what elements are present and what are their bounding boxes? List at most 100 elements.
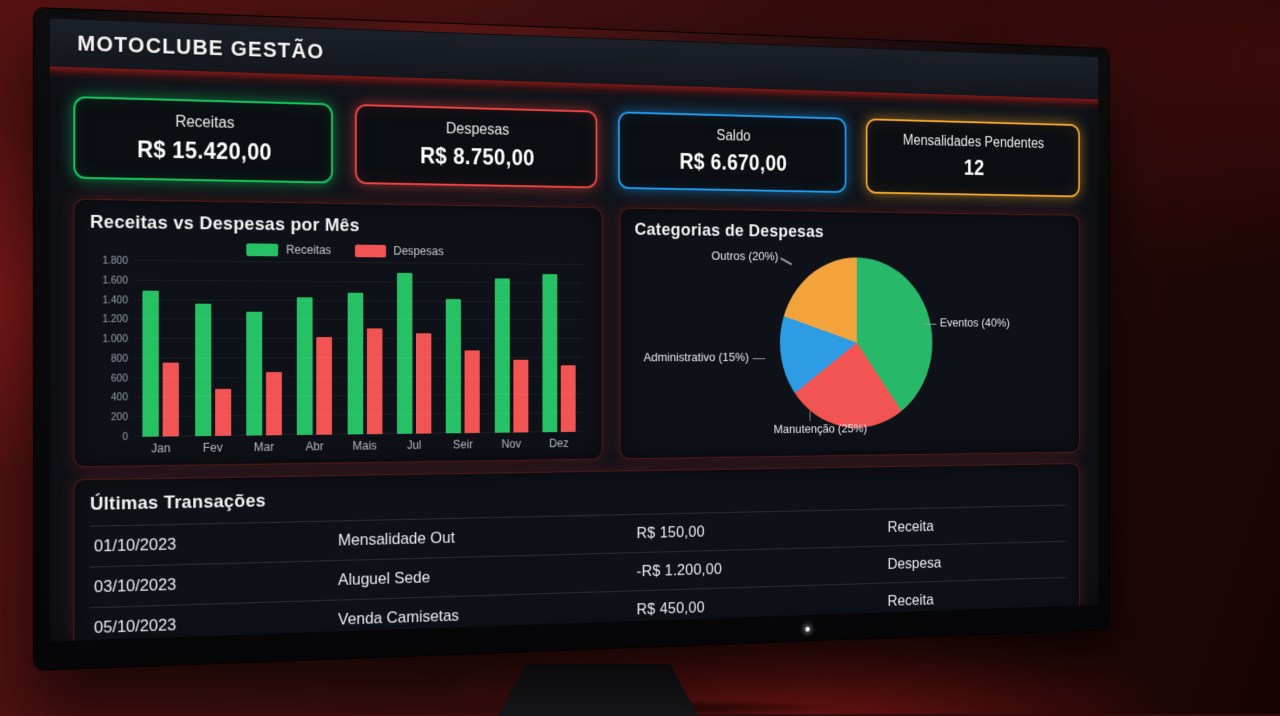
tx-amount: -R$ 1.200,00 xyxy=(636,560,722,581)
pie-label-text: Outros (20%) xyxy=(711,248,779,264)
tx-type: Receita xyxy=(887,517,934,536)
bar-receitas-jan xyxy=(142,290,159,437)
pie-chart-panel: Categorias de Despesas Eventos (40%) Manu… xyxy=(619,207,1080,460)
card-value: R$ 6.670,00 xyxy=(679,149,788,176)
x-axis-label-nov: Nov xyxy=(501,437,522,451)
bar-despesas-mar xyxy=(265,371,282,436)
y-axis-tick: 1.600 xyxy=(102,274,128,287)
bar-group-fev xyxy=(194,261,231,437)
bar-groups xyxy=(135,261,583,437)
pie-callout-line xyxy=(809,410,811,421)
card-label: Despesas xyxy=(445,120,510,139)
card-value: R$ 8.750,00 xyxy=(420,143,535,171)
y-axis-tick: 400 xyxy=(110,391,128,404)
bar-group-nov xyxy=(494,264,529,433)
x-axis-label-dez: Dez xyxy=(549,436,569,451)
y-axis-tick: 200 xyxy=(110,411,128,424)
pie-chart xyxy=(779,256,933,429)
bar-chart: 0 200 400 600 800 1.000 1.200 1.400 1.600 1.800 xyxy=(102,255,583,443)
bar-chart-panel: Receitas vs Despesas por Mês Receitas Des… xyxy=(73,198,603,468)
power-led xyxy=(805,626,810,632)
x-axis-label-jul: Jul xyxy=(406,438,422,452)
gridline xyxy=(134,338,583,340)
tx-description: Aluguel Sede xyxy=(338,568,431,589)
tx-date: 03/10/2023 xyxy=(93,575,177,597)
charts-row: Receitas vs Despesas por Mês Receitas Des… xyxy=(73,198,1080,468)
bar-chart-x-axis: Jan Fev Mar Abr Mais Jul Seir Nov Dez xyxy=(135,436,583,456)
pie-label-outros: Outros (20%) xyxy=(711,248,793,265)
y-axis-tick: 600 xyxy=(110,372,128,385)
bar-receitas-jul xyxy=(396,272,413,434)
pie-label-eventos: Eventos (40%) xyxy=(924,316,1010,330)
y-axis-tick: 1.400 xyxy=(102,293,128,306)
y-axis-tick: 1.200 xyxy=(102,313,128,326)
bar-group-abr xyxy=(296,262,333,436)
legend-swatch-despesas xyxy=(355,244,387,257)
bar-despesas-jan xyxy=(162,362,180,437)
tx-date: 05/10/2023 xyxy=(93,615,177,637)
x-axis-label-mar: Mar xyxy=(253,440,275,455)
bar-chart-title: Receitas vs Despesas por Mês xyxy=(90,211,360,237)
tx-amount: R$ 150,00 xyxy=(636,522,705,542)
legend-swatch-receitas xyxy=(246,242,279,256)
bar-group-seir xyxy=(445,264,480,434)
pie-label-text: Administrativo (15%) xyxy=(643,350,749,365)
app-title: MOTOCLUBE GESTÃO xyxy=(77,30,325,64)
bar-group-mais xyxy=(347,263,383,435)
x-axis-label-abr: Abr xyxy=(305,439,324,454)
bar-chart-legend: Receitas Despesas xyxy=(90,241,588,260)
x-axis-label-seir: Seir xyxy=(453,437,473,452)
card-value: R$ 15.420,00 xyxy=(136,136,272,165)
card-value: 12 xyxy=(963,155,985,180)
legend-label: Receitas xyxy=(286,242,332,257)
summary-card-receitas[interactable]: Receitas R$ 15.420,00 xyxy=(73,96,333,184)
pie-label-manutencao: Manutenção (25%) xyxy=(773,410,867,436)
legend-item-despesas[interactable]: Despesas xyxy=(355,244,444,258)
bar-group-jul xyxy=(396,263,432,434)
bar-despesas-jul xyxy=(415,333,432,434)
y-axis-tick: 1.000 xyxy=(102,333,128,346)
y-axis-tick: 800 xyxy=(110,352,128,365)
bar-group-mar xyxy=(246,262,282,436)
pie-chart-area: Eventos (40%) Manutenção (25%) Administrat… xyxy=(634,244,1066,441)
pie-label-administrativo: Administrativo (15%) xyxy=(643,350,766,365)
monitor-stand xyxy=(498,664,698,716)
tx-description: Mensalidade Out xyxy=(338,528,455,550)
bar-group-jan xyxy=(142,261,180,437)
tx-amount: R$ 450,00 xyxy=(636,598,705,619)
legend-label: Despesas xyxy=(393,244,444,259)
y-axis-tick: 0 xyxy=(122,430,128,443)
bar-receitas-dez xyxy=(542,273,558,433)
tx-type: Despesa xyxy=(887,553,942,573)
card-label: Receitas xyxy=(175,113,235,132)
summary-card-mensalidades-pendentes[interactable]: Mensalidades Pendentes 12 xyxy=(865,118,1080,198)
bar-despesas-nov xyxy=(513,359,529,433)
bar-receitas-mar xyxy=(246,312,263,436)
bar-despesas-abr xyxy=(316,337,333,435)
pie-callout-line xyxy=(924,323,937,325)
bar-despesas-seir xyxy=(464,350,480,434)
legend-item-receitas[interactable]: Receitas xyxy=(246,242,332,257)
summary-cards-row: Receitas R$ 15.420,00 Despesas R$ 8.750,00 S… xyxy=(73,96,1080,198)
bar-despesas-mais xyxy=(366,328,383,435)
bar-group-dez xyxy=(542,265,576,433)
pie-callout-line xyxy=(780,257,793,265)
pie-label-text: Manutenção (25%) xyxy=(773,421,867,436)
dashboard-screen: MOTOCLUBE GESTÃO Receitas R$ 15.420,00 Des… xyxy=(49,18,1099,642)
tx-type: Receita xyxy=(887,590,934,610)
y-axis-tick: 1.800 xyxy=(102,254,128,267)
pie-callout-line xyxy=(752,357,766,360)
bar-receitas-mais xyxy=(347,292,363,435)
transactions-table: 01/10/2023 Mensalidade Out R$ 150,00 Receit… xyxy=(90,504,1067,642)
card-label: Saldo xyxy=(716,127,751,145)
x-axis-label-mais: Mais xyxy=(352,438,377,453)
x-axis-label-fev: Fev xyxy=(202,440,223,455)
summary-card-saldo[interactable]: Saldo R$ 6.670,00 xyxy=(618,111,846,194)
summary-card-despesas[interactable]: Despesas R$ 8.750,00 xyxy=(354,103,598,189)
pie-chart-title: Categorias de Despesas xyxy=(634,219,824,242)
x-axis-label-jan: Jan xyxy=(151,441,171,456)
monitor-frame: MOTOCLUBE GESTÃO Receitas R$ 15.420,00 Des… xyxy=(34,8,1109,670)
tx-description: Venda Camisetas xyxy=(338,606,460,629)
tx-date: 01/10/2023 xyxy=(93,534,177,556)
card-label: Mensalidades Pendentes xyxy=(902,132,1045,152)
